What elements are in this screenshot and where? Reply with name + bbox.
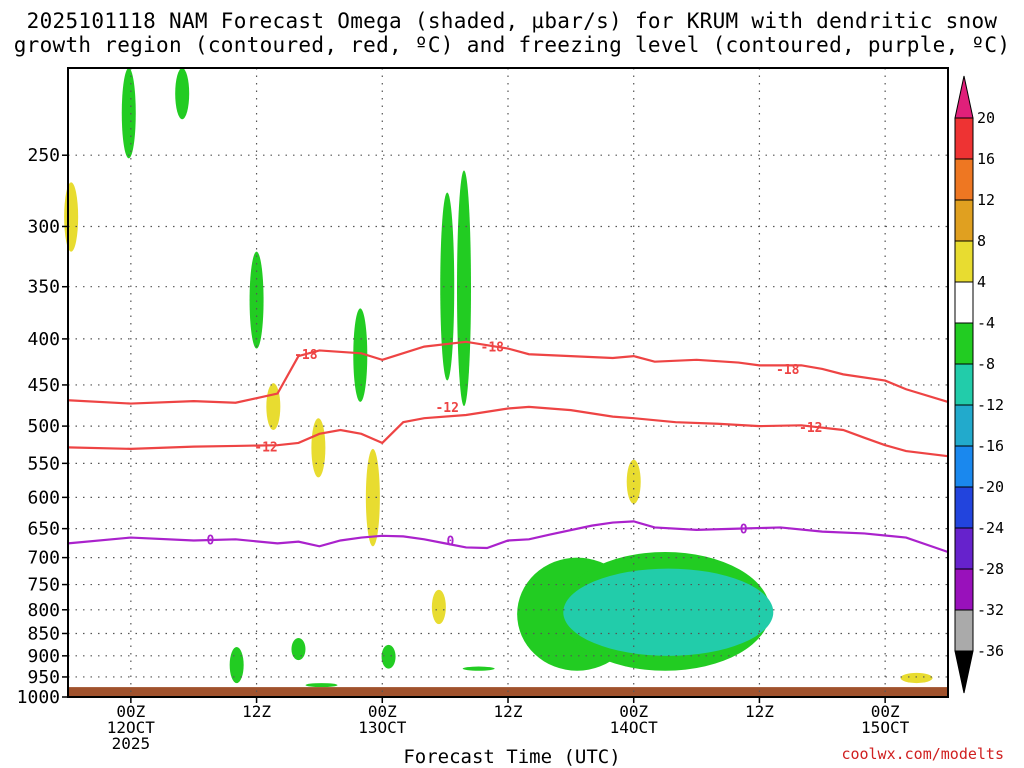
contour-line--12: [67, 405, 949, 458]
omega-region: [311, 418, 326, 478]
y-tick-label: 400: [27, 329, 60, 350]
colorbar-label: -16: [977, 437, 1004, 455]
omega-region: [381, 644, 396, 669]
x-tick-label: 12OCT: [107, 718, 156, 737]
omega-region: [365, 448, 380, 547]
colorbar-label: 12: [977, 191, 995, 209]
omega-region: [249, 251, 264, 349]
y-tick-label: 550: [27, 453, 60, 474]
colorbar-top-arrow: [954, 75, 974, 119]
contour-label: -18: [481, 341, 505, 356]
colorbar-label: 4: [977, 273, 986, 291]
omega-region: [440, 192, 455, 381]
colorbar-label: 16: [977, 150, 995, 168]
contour-label: -12: [799, 421, 822, 436]
colorbar-label: -24: [977, 519, 1004, 537]
colorbar-bin: [954, 445, 974, 488]
colorbar-bin: [954, 486, 974, 529]
x-tick-label: 00Z: [871, 702, 900, 721]
y-tick-label: 600: [27, 487, 60, 508]
colorbar-label: -28: [977, 560, 1004, 578]
contour-label: -18: [294, 348, 318, 363]
x-tick-label: 13OCT: [358, 718, 407, 737]
colorbar-bin: [954, 158, 974, 201]
y-tick-label: 800: [27, 600, 60, 621]
colorbar-bin: [954, 527, 974, 570]
y-tick-label: 500: [27, 416, 60, 437]
x-tick-label: 14OCT: [610, 718, 659, 737]
colorbar-bin: [954, 363, 974, 406]
y-tick-label: 650: [27, 519, 60, 540]
colorbar-bin: [954, 404, 974, 447]
colorbar-label: -20: [977, 478, 1004, 496]
contour-label: 0: [207, 533, 215, 548]
contour-label: 0: [446, 534, 454, 549]
colorbar-bin: [954, 322, 974, 365]
omega-region: [462, 666, 495, 671]
chart-title-line1: 2025101118 NAM Forecast Omega (shaded, µ…: [26, 9, 998, 33]
terrain-surface: [68, 687, 948, 697]
contour-label: -12: [435, 401, 458, 416]
omega-region: [121, 68, 136, 159]
colorbar-bin: [954, 240, 974, 283]
contour-label: -12: [254, 441, 277, 456]
x-tick-label: 12Z: [494, 702, 523, 721]
colorbar-bin: [954, 609, 974, 652]
colorbar-bin: [954, 117, 974, 160]
y-tick-label: 1000: [17, 687, 60, 708]
colorbar-label: -36: [977, 642, 1004, 660]
x-tick-label: 2025: [112, 734, 151, 753]
omega-region: [229, 647, 244, 684]
omega-region: [900, 672, 933, 684]
contour-label: 0: [740, 523, 748, 538]
omega-region: [457, 170, 471, 407]
chart-title-line2: growth region (contoured, red, ºC) and f…: [13, 33, 1011, 57]
contour-line--18: [67, 340, 949, 405]
x-tick-label: 15OCT: [861, 718, 910, 737]
y-tick-label: 750: [27, 575, 60, 596]
colorbar-bin: [954, 199, 974, 242]
colorbar-bin: [954, 281, 974, 324]
colorbar-label: -12: [977, 396, 1004, 414]
y-tick-label: 300: [27, 216, 60, 237]
omega-region: [563, 568, 774, 656]
colorbar-label: 8: [977, 232, 986, 250]
x-tick-label: 00Z: [368, 702, 397, 721]
omega-region: [305, 683, 338, 688]
colorbar-label: 20: [977, 109, 995, 127]
omega-region: [64, 182, 79, 252]
y-tick-label: 900: [27, 646, 60, 667]
y-tick-label: 250: [27, 145, 60, 166]
y-tick-label: 700: [27, 548, 60, 569]
y-tick-label: 450: [27, 375, 60, 396]
y-tick-label: 350: [27, 277, 60, 298]
plot-frame: [67, 67, 949, 698]
x-tick-label: 12Z: [242, 702, 271, 721]
omega-region: [175, 68, 190, 120]
contour-line-0: [67, 520, 949, 554]
x-tick-label: 12Z: [745, 702, 774, 721]
contour-label: -18: [776, 363, 800, 378]
y-tick-label: 950: [27, 667, 60, 688]
omega-region: [431, 589, 446, 625]
x-axis-label: Forecast Time (UTC): [403, 746, 621, 768]
colorbar-label: -32: [977, 601, 1004, 619]
colorbar-bottom-arrow: [954, 650, 974, 694]
colorbar-bin: [954, 568, 974, 611]
y-tick-label: 850: [27, 623, 60, 644]
colorbar-label: -4: [977, 314, 995, 332]
x-tick-label: 00Z: [619, 702, 648, 721]
omega-region: [353, 308, 368, 402]
credit-link[interactable]: coolwx.com/modelts: [841, 745, 1004, 763]
x-tick-label: 00Z: [116, 702, 145, 721]
colorbar-label: -8: [977, 355, 995, 373]
omega-region: [291, 638, 306, 661]
